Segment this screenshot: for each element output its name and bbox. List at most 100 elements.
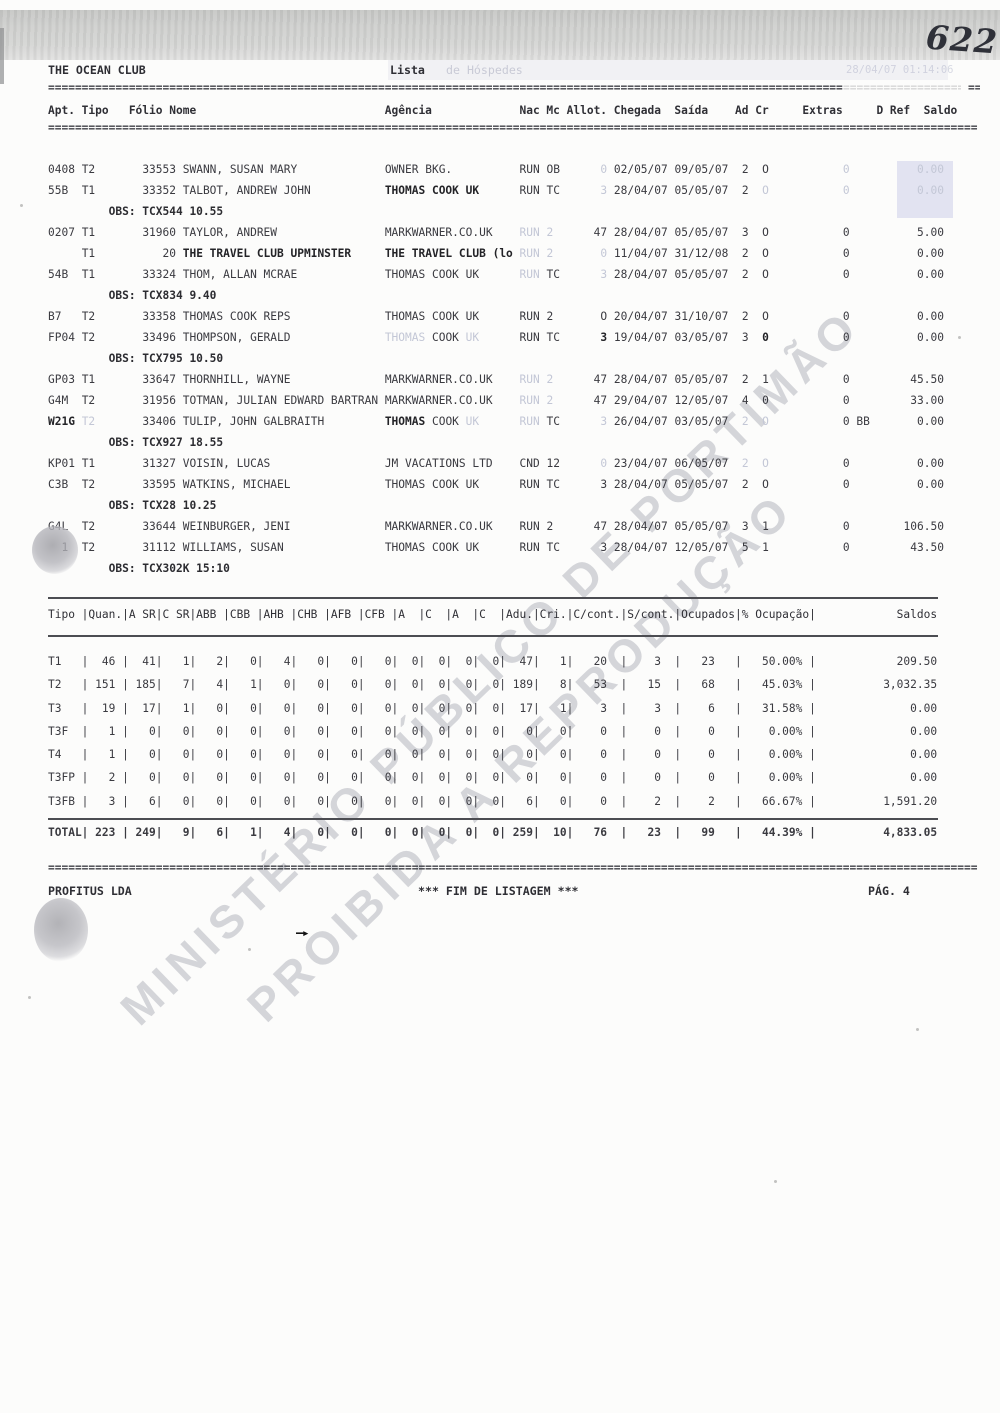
guest-cell-apt: G4M <box>48 394 82 407</box>
guest-row: T1 20 THE TRAVEL CLUB UPMINSTER THE TRAV… <box>0 243 1000 264</box>
guest-cell-extras: 0 <box>768 457 850 470</box>
guest-cell-cr: O <box>748 163 769 176</box>
guest-cell-tipo: T1 <box>81 457 102 470</box>
guest-cell-folio: 31956 <box>101 394 183 407</box>
guest-cell-extras: 0 <box>768 163 850 176</box>
guest-cell-saida: 12/05/07 <box>674 394 729 407</box>
guest-cell-saida: 05/05/07 <box>674 268 729 281</box>
obs-row: OBS: TCX795 10.50 <box>0 348 1000 369</box>
guest-cell-folio: 33352 <box>101 184 183 197</box>
scan-artifact-ghostband <box>388 60 948 80</box>
obs-row: OBS: TCX28 10.25 <box>0 495 1000 516</box>
guest-cell-dref <box>850 474 877 495</box>
scan-artifact-edge <box>0 28 4 84</box>
guest-cell-saldo: 0.00 <box>876 415 944 428</box>
guest-row: G4L T2 33644 WEINBURGER, JENI MARKWARNER… <box>0 516 1000 537</box>
scan-speck <box>248 948 251 951</box>
guest-cell-agencia: OWNER BKG. <box>384 163 520 176</box>
obs-row: OBS: TCX302K 15:10 <box>0 558 1000 579</box>
guest-cell-chegada: 28/04/07 <box>613 373 675 386</box>
guest-cell-extras: 0 <box>768 373 850 386</box>
summary-rule-total <box>48 818 938 820</box>
guest-cell-nac: RUN <box>519 415 547 428</box>
guest-cell-allot: 47 <box>566 394 614 407</box>
guest-cell-chegada: 28/04/07 <box>613 184 675 197</box>
guest-cell-folio: 31960 <box>101 226 183 239</box>
obs-text: OBS: TCX28 10.25 <box>48 499 217 512</box>
guest-row: 55B T1 33352 TALBOT, ANDREW JOHN THOMAS … <box>0 180 1000 201</box>
guest-cell-folio: 33358 <box>101 310 183 323</box>
obs-text: OBS: TCX795 10.50 <box>48 352 224 365</box>
guest-cell-folio: 31112 <box>101 541 183 554</box>
guest-cell-mc: 2 <box>546 310 567 323</box>
guest-cell-saida: 05/05/07 <box>674 226 729 239</box>
guest-cell-nac: RUN <box>519 520 547 533</box>
guest-cell-extras: 0 <box>768 394 850 407</box>
guest-cell-allot: 0 <box>566 247 614 260</box>
obs-row: OBS: TCX834 9.40 <box>0 285 1000 306</box>
guest-cell-allot: 0 <box>566 163 614 176</box>
obs-row: OBS: TCX927 18.55 <box>0 432 1000 453</box>
guest-cell-dref <box>850 516 877 537</box>
guest-cell-extras: 0 <box>768 415 850 428</box>
guest-cell-dref <box>850 180 877 201</box>
highlight-box <box>897 161 953 218</box>
guest-cell-saida: 05/05/07 <box>674 184 729 197</box>
guest-cell-agencia: UK <box>465 415 520 428</box>
guest-cell-saldo: 0.00 <box>876 247 944 260</box>
guest-cell-nome: TALBOT, ANDREW JOHN <box>182 184 385 197</box>
guest-cell-saldo: 33.00 <box>876 394 944 407</box>
guest-cell-mc: TC <box>546 184 567 197</box>
scan-speck <box>916 1028 919 1031</box>
guest-cell-nac: RUN <box>519 373 547 386</box>
guest-row: 54B T1 33324 THOM, ALLAN MCRAE THOMAS CO… <box>0 264 1000 285</box>
guest-cell-chegada: 28/04/07 <box>613 226 675 239</box>
guest-cell-nac: RUN <box>519 226 547 239</box>
report-title-faded: de Hóspedes <box>446 63 523 77</box>
scan-speck <box>20 204 23 207</box>
guest-cell-ad: 2 <box>728 163 749 176</box>
guest-cell-apt: B7 <box>48 310 82 323</box>
guest-cell-dref <box>850 222 877 243</box>
guest-cell-apt: 0408 <box>48 163 82 176</box>
guest-cell-mc: 12 <box>546 457 567 470</box>
guest-cell-agencia: THOMAS COOK UK <box>384 478 520 491</box>
pen-arrow-mark: —▸ <box>296 926 310 941</box>
guest-cell-chegada: 19/04/07 <box>613 331 675 344</box>
guest-cell-apt: KP01 <box>48 457 82 470</box>
scan-speck <box>958 336 961 339</box>
guest-cell-apt: C3B <box>48 478 82 491</box>
guest-cell-folio: 33595 <box>101 478 183 491</box>
scan-speck <box>774 1180 777 1183</box>
separator-line-faded: ========================================… <box>843 82 961 94</box>
guest-cell-chegada: 23/04/07 <box>613 457 675 470</box>
guest-cell-tipo: T2 <box>81 394 102 407</box>
guest-cell-tipo: T2 <box>81 478 102 491</box>
guest-cell-tipo: T2 <box>81 415 102 428</box>
guest-cell-extras: 0 <box>768 226 850 239</box>
guest-cell-saldo: 45.50 <box>876 373 944 386</box>
summary-rule-mid <box>48 635 938 637</box>
guest-cell-cr: O <box>748 478 769 491</box>
report-title: Lista <box>390 63 425 77</box>
guest-cell-dref <box>850 453 877 474</box>
summary-rule-top <box>48 597 938 599</box>
guest-cell-tipo: T1 <box>81 247 102 260</box>
guest-cell-nome: THE TRAVEL CLUB UPMINSTER <box>182 247 385 260</box>
summary-row: T3FP | 2 | 0| 0| 0| 0| 0| 0| 0| 0| 0| 0|… <box>48 771 938 785</box>
guest-cell-nac: CND <box>519 457 547 470</box>
guest-cell-saldo: 0.00 <box>876 268 944 281</box>
guest-cell-agencia: MARKWARNER.CO.UK <box>384 520 520 533</box>
guest-cell-chegada: 26/04/07 <box>613 415 675 428</box>
guest-row: B7 T2 33358 THOMAS COOK REPS THOMAS COOK… <box>0 306 1000 327</box>
guest-cell-cr: O <box>748 247 769 260</box>
guest-cell-nac: RUN <box>519 268 547 281</box>
guest-cell-ad: 2 <box>728 478 749 491</box>
guest-cell-cr: O <box>748 310 769 323</box>
summary-row: T2 | 151 | 185| 7| 4| 1| 0| 0| 0| 0| 0| … <box>48 678 938 692</box>
guest-cell-nac: RUN <box>519 163 547 176</box>
guest-cell-ad: 2 <box>728 268 749 281</box>
guest-cell-saida: 05/05/07 <box>674 520 729 533</box>
guest-cell-cr: O <box>748 184 769 197</box>
guest-cell-nome: WEINBURGER, JENI <box>182 520 385 533</box>
